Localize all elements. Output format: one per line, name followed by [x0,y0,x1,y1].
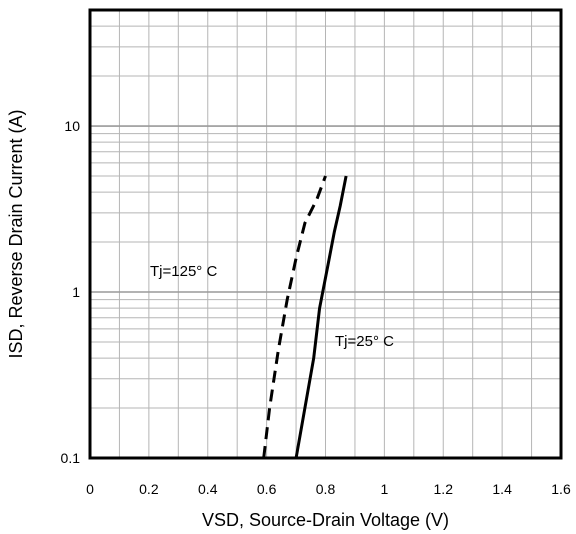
grid-lines [90,10,561,458]
plot-frame [88,8,563,460]
x-tick-label: 0.2 [139,481,159,497]
x-tick-label: 1.2 [434,481,454,497]
x-tick-label: 0.6 [257,481,277,497]
x-axis-label: VSD, Source-Drain Voltage (V) [202,510,449,530]
x-tick-label: 1.6 [551,481,571,497]
y-tick-label: 10 [64,118,80,134]
y-axis-label: ISD, Reverse Drain Current (A) [6,109,26,358]
x-tick-label: 0.4 [198,481,218,497]
x-tick-label: 1.4 [492,481,512,497]
y-tick-label: 0.1 [61,450,81,466]
x-tick-labels: 0 0.2 0.4 0.6 0.8 1 1.2 1.4 1.6 [86,481,571,497]
x-tick-label: 1 [380,481,388,497]
annotation-tj25: Tj=25° C [335,333,394,350]
annotations: Tj=125° C Tj=25° C [150,263,394,350]
series-layer [262,175,348,459]
y-tick-label: 1 [72,284,80,300]
x-tick-label: 0 [86,481,94,497]
x-tick-label: 0.8 [316,481,336,497]
series-line-tj125 [262,175,327,459]
y-tick-labels: 0.1 1 10 [61,118,81,466]
annotation-tj125: Tj=125° C [150,263,217,280]
series-line-tj25 [294,175,348,459]
